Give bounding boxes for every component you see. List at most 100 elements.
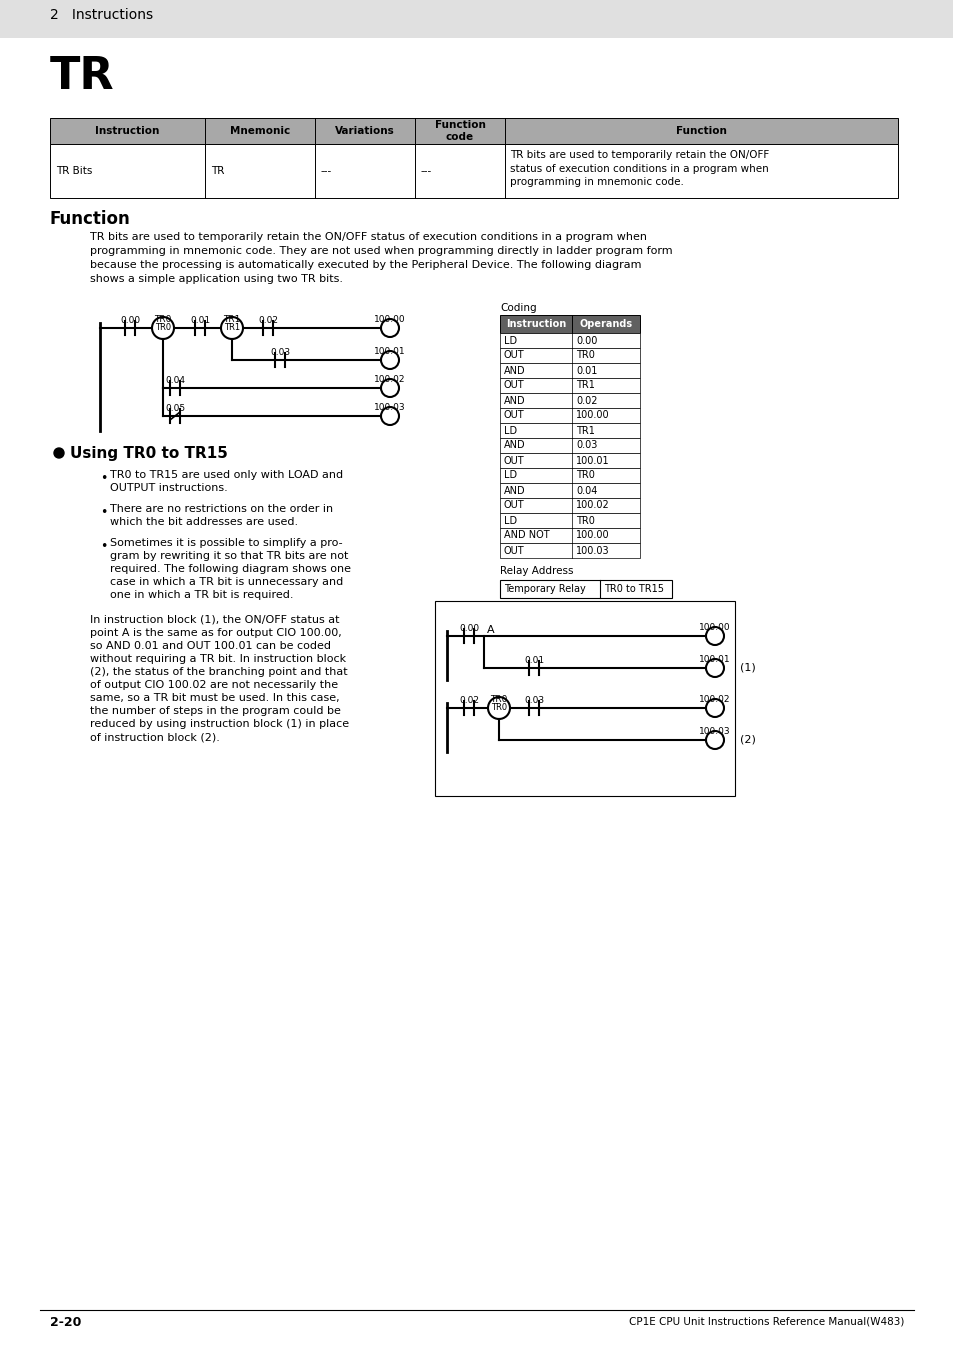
Text: 100.00: 100.00	[576, 531, 609, 540]
Text: OUT: OUT	[503, 410, 524, 420]
Bar	[499, 378, 639, 393]
Text: point A is the same as for output CIO 100.00,: point A is the same as for output CIO 10…	[90, 628, 341, 639]
Text: CP1E CPU Unit Instructions Reference Manual(W483): CP1E CPU Unit Instructions Reference Man…	[628, 1316, 903, 1326]
Text: 0.00: 0.00	[120, 316, 140, 325]
Text: OUT: OUT	[503, 455, 524, 466]
Bar	[499, 543, 639, 558]
Text: same, so a TR bit must be used. In this case,: same, so a TR bit must be used. In this …	[90, 693, 339, 703]
Text: Instruction: Instruction	[505, 319, 565, 329]
Text: 100.03: 100.03	[699, 728, 730, 736]
Text: 100.00: 100.00	[699, 622, 730, 632]
Bar	[499, 315, 639, 333]
Text: LD: LD	[503, 516, 517, 525]
Circle shape	[380, 319, 398, 338]
Text: Sometimes it is possible to simplify a pro-: Sometimes it is possible to simplify a p…	[110, 539, 342, 548]
Circle shape	[380, 406, 398, 425]
Text: one in which a TR bit is required.: one in which a TR bit is required.	[110, 590, 294, 599]
Text: 0.02: 0.02	[576, 396, 597, 405]
Text: gram by rewriting it so that TR bits are not: gram by rewriting it so that TR bits are…	[110, 551, 348, 562]
Text: •: •	[100, 472, 108, 485]
Circle shape	[221, 317, 243, 339]
Text: LD: LD	[503, 425, 517, 436]
Text: 2   Instructions: 2 Instructions	[50, 8, 153, 22]
Text: Operands: Operands	[578, 319, 632, 329]
Text: OUT: OUT	[503, 501, 524, 510]
Bar	[499, 408, 639, 423]
Text: OUT: OUT	[503, 351, 524, 360]
Circle shape	[152, 317, 173, 339]
Text: Variations: Variations	[335, 126, 395, 136]
Text: Instruction: Instruction	[95, 126, 159, 136]
Text: of output CIO 100.02 are not necessarily the: of output CIO 100.02 are not necessarily…	[90, 680, 337, 690]
Text: Function: Function	[50, 211, 131, 228]
Text: TR1: TR1	[224, 324, 240, 332]
Bar	[499, 468, 639, 483]
Text: 100.01: 100.01	[374, 347, 405, 356]
Circle shape	[705, 730, 723, 749]
Text: (1): (1)	[740, 663, 755, 674]
Text: because the processing is automatically executed by the Peripheral Device. The f: because the processing is automatically …	[90, 261, 640, 270]
Text: Relay Address: Relay Address	[499, 566, 573, 576]
Text: TR0: TR0	[576, 351, 595, 360]
Text: ---: ---	[420, 166, 432, 176]
Bar	[499, 437, 639, 454]
Text: TR0: TR0	[576, 471, 595, 481]
Text: There are no restrictions on the order in: There are no restrictions on the order i…	[110, 504, 333, 514]
Circle shape	[380, 379, 398, 397]
Text: 100.02: 100.02	[699, 695, 730, 703]
Text: which the bit addresses are used.: which the bit addresses are used.	[110, 517, 297, 526]
Bar	[499, 423, 639, 437]
Text: Temporary Relay: Temporary Relay	[503, 585, 585, 594]
Text: 0.03: 0.03	[270, 348, 290, 356]
Text: 0.04: 0.04	[165, 377, 185, 385]
Text: TR bits are used to temporarily retain the ON/OFF status of execution conditions: TR bits are used to temporarily retain t…	[90, 232, 646, 242]
Text: •: •	[100, 506, 108, 518]
Text: TR0: TR0	[154, 315, 172, 324]
Text: shows a simple application using two TR bits.: shows a simple application using two TR …	[90, 274, 343, 284]
Circle shape	[705, 699, 723, 717]
Bar	[499, 513, 639, 528]
Bar	[499, 454, 639, 468]
Text: Mnemonic: Mnemonic	[230, 126, 290, 136]
Text: required. The following diagram shows one: required. The following diagram shows on…	[110, 564, 351, 574]
Text: (2), the status of the branching point and that: (2), the status of the branching point a…	[90, 667, 347, 676]
Bar	[499, 333, 639, 348]
Text: reduced by using instruction block (1) in place: reduced by using instruction block (1) i…	[90, 720, 349, 729]
Text: OUT: OUT	[503, 545, 524, 555]
Text: Using TR0 to TR15: Using TR0 to TR15	[70, 446, 228, 460]
Text: 0.01: 0.01	[190, 316, 210, 325]
Text: TR0: TR0	[490, 695, 507, 703]
Text: 0.02: 0.02	[257, 316, 277, 325]
Text: Function: Function	[676, 126, 726, 136]
Text: TR: TR	[211, 166, 224, 176]
Bar	[50, 117, 897, 144]
Text: LD: LD	[503, 336, 517, 346]
Text: TR0 to TR15: TR0 to TR15	[603, 585, 663, 594]
Bar	[499, 528, 639, 543]
Text: without requiring a TR bit. In instruction block: without requiring a TR bit. In instructi…	[90, 653, 346, 664]
Text: TR bits are used to temporarily retain the ON/OFF
status of execution conditions: TR bits are used to temporarily retain t…	[510, 150, 768, 188]
Bar	[50, 144, 897, 198]
Circle shape	[705, 626, 723, 645]
Text: 0.05: 0.05	[165, 404, 185, 413]
Text: 100.03: 100.03	[576, 545, 609, 555]
Text: In instruction block (1), the ON/OFF status at: In instruction block (1), the ON/OFF sta…	[90, 616, 339, 625]
Text: Function
code: Function code	[435, 120, 485, 142]
Text: TR0 to TR15 are used only with LOAD and: TR0 to TR15 are used only with LOAD and	[110, 470, 343, 481]
Text: TR1: TR1	[223, 315, 240, 324]
Text: the number of steps in the program could be: the number of steps in the program could…	[90, 706, 340, 716]
Text: programming in mnemonic code. They are not used when programming directly in lad: programming in mnemonic code. They are n…	[90, 246, 672, 256]
Bar	[499, 363, 639, 378]
Text: 100.00: 100.00	[374, 315, 405, 324]
Text: 0.04: 0.04	[576, 486, 597, 495]
Text: of instruction block (2).: of instruction block (2).	[90, 732, 219, 742]
Text: so AND 0.01 and OUT 100.01 can be coded: so AND 0.01 and OUT 100.01 can be coded	[90, 641, 331, 651]
Bar	[499, 348, 639, 363]
Circle shape	[54, 448, 64, 458]
Bar	[499, 580, 671, 598]
Text: 0.01: 0.01	[523, 656, 543, 666]
Text: 100.02: 100.02	[374, 375, 405, 383]
Text: AND: AND	[503, 366, 525, 375]
Text: TR: TR	[50, 55, 114, 99]
Text: TR Bits: TR Bits	[56, 166, 92, 176]
